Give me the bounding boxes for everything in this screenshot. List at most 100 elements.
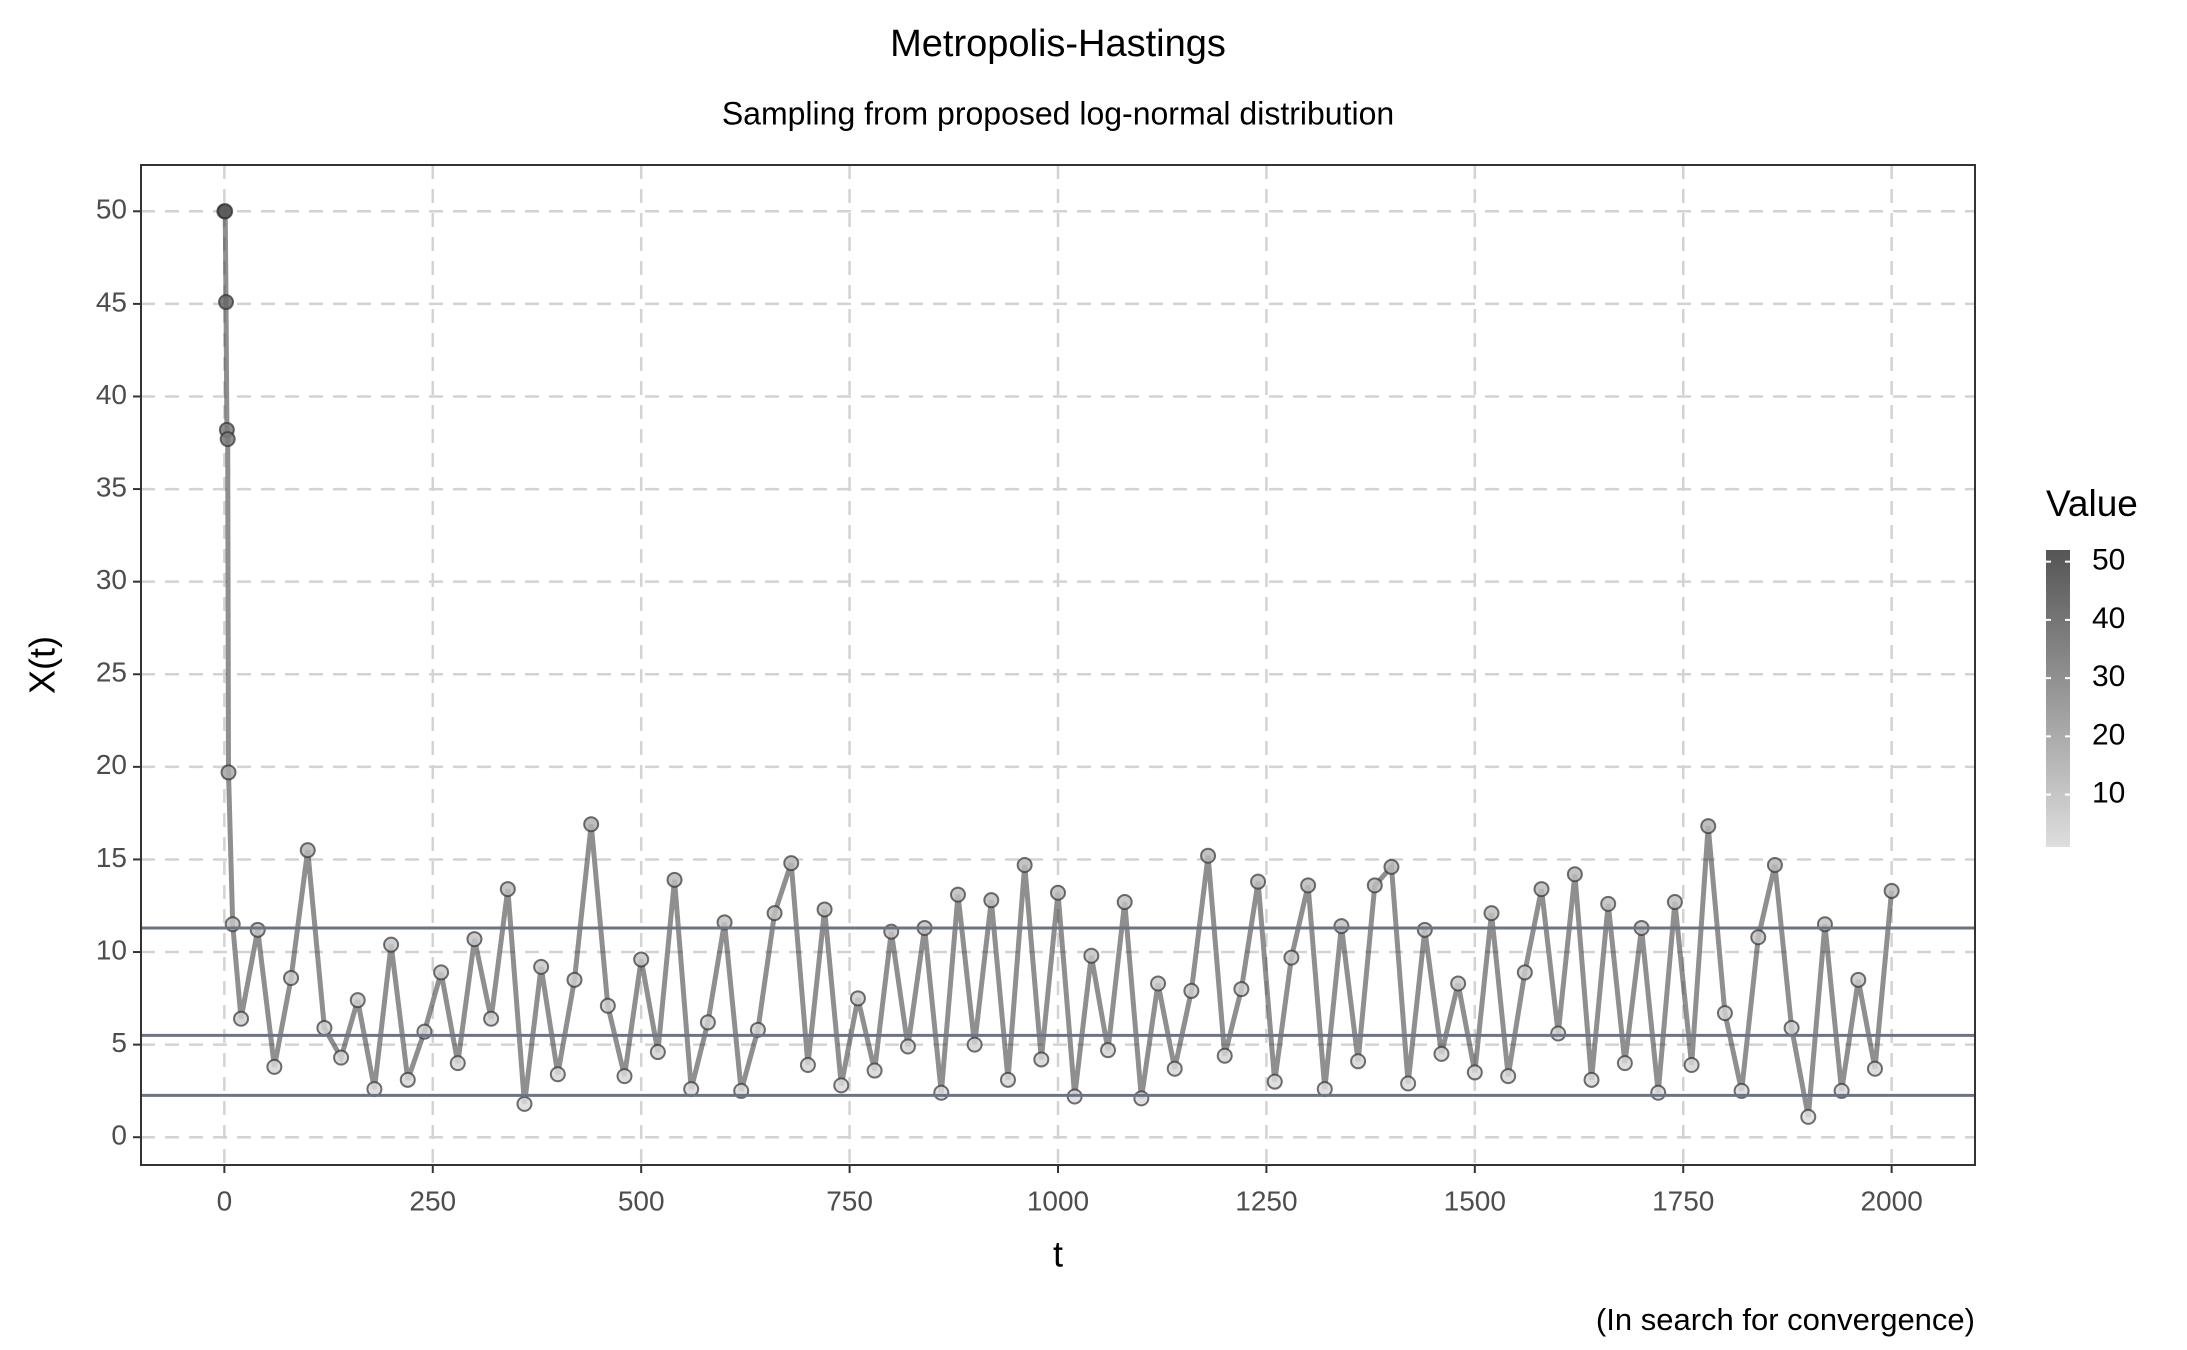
sample-point (399, 1071, 416, 1088)
y-tick-label: 20 (96, 749, 127, 780)
sample-point (1400, 1075, 1417, 1092)
sample-point (1533, 881, 1550, 898)
sample-point (1350, 1053, 1367, 1070)
sample-point (1033, 1051, 1050, 1068)
sample-point (783, 855, 800, 872)
sample-point (299, 842, 316, 859)
sample-point (466, 931, 483, 948)
sample-point (1200, 847, 1217, 864)
sample-point (516, 1095, 533, 1112)
sample-point (1616, 1055, 1633, 1072)
sample-point (1483, 905, 1500, 922)
sample-point (1750, 929, 1767, 946)
x-tick-label: 1500 (1444, 1185, 1506, 1216)
sample-point (1800, 1108, 1817, 1125)
sample-point (866, 1062, 883, 1079)
sample-point (1683, 1057, 1700, 1073)
sample-point (1666, 894, 1683, 911)
sample-point (1183, 982, 1200, 999)
sample-point (266, 1058, 283, 1075)
sample-point (219, 431, 236, 448)
sample-point (433, 964, 450, 981)
sample-point (549, 1066, 566, 1083)
legend-tick-label: 40 (2092, 602, 2125, 635)
sample-point (1050, 884, 1066, 901)
y-tick-label: 25 (96, 657, 127, 688)
sample-point (1233, 981, 1250, 998)
plot-border (140, 164, 1976, 1166)
sample-point (1133, 1090, 1150, 1107)
sample-point (1566, 866, 1583, 883)
sample-point (1283, 949, 1300, 966)
sample-point (1216, 1047, 1233, 1064)
sample-point (499, 881, 516, 898)
sample-point (483, 1010, 500, 1027)
sample-point (999, 1071, 1016, 1088)
sample-point (616, 1068, 633, 1085)
sample-point (799, 1057, 816, 1073)
y-tick-label: 15 (96, 842, 127, 873)
sample-point (449, 1055, 466, 1072)
legend-tick-label: 30 (2092, 660, 2125, 693)
sample-point (1866, 1060, 1883, 1077)
y-tick-label: 35 (96, 471, 127, 502)
sample-point (220, 764, 237, 781)
legend-tick-label: 10 (2092, 777, 2125, 810)
x-tick-label: 2000 (1860, 1185, 1922, 1216)
sample-point (633, 951, 650, 968)
y-tick-label: 10 (96, 934, 127, 965)
sample-point (533, 958, 550, 975)
legend-title: Value (2046, 483, 2138, 524)
sample-point (1516, 964, 1533, 981)
sample-point (1300, 877, 1317, 894)
sample-point (333, 1049, 350, 1066)
y-tick-label: 30 (96, 564, 127, 595)
sample-point (933, 1084, 950, 1101)
sample-point (1450, 975, 1467, 992)
sample-point (1416, 921, 1433, 938)
x-tick-label: 250 (409, 1185, 456, 1216)
chart-title: Metropolis-Hastings (890, 23, 1226, 65)
sample-point (899, 1038, 916, 1055)
color-bar (2046, 550, 2070, 847)
sample-point (966, 1036, 983, 1053)
sample-point (599, 997, 616, 1014)
sample-point (849, 990, 866, 1007)
legend-tick-label: 50 (2092, 544, 2125, 577)
sample-point (233, 1010, 250, 1027)
sample-point (1850, 971, 1867, 988)
sample-point (1650, 1084, 1667, 1101)
legend-tick-label: 20 (2092, 718, 2125, 751)
sample-point (1016, 857, 1033, 873)
y-tick-label: 5 (111, 1027, 127, 1058)
sample-point (1766, 857, 1783, 873)
sample-point (1500, 1068, 1517, 1085)
x-tick-label: 500 (618, 1185, 665, 1216)
sample-point (666, 871, 683, 888)
sample-point (1700, 818, 1717, 835)
sample-point (316, 1019, 333, 1036)
sample-point (1550, 1025, 1567, 1042)
sample-point (649, 1044, 666, 1061)
sample-point (249, 921, 266, 938)
sample-point (1883, 882, 1900, 899)
y-axis-title: X(t) (22, 636, 63, 694)
y-tick-label: 45 (96, 286, 127, 317)
sample-point (1116, 894, 1133, 911)
x-axis-title: t (1053, 1234, 1063, 1275)
sample-point (218, 294, 235, 311)
x-tick-label: 1000 (1027, 1185, 1089, 1216)
sample-point (1466, 1064, 1483, 1081)
sample-point (566, 971, 583, 988)
x-tick-label: 0 (217, 1185, 233, 1216)
sample-point (833, 1077, 850, 1094)
sample-point (1716, 1005, 1733, 1022)
sample-point (1166, 1060, 1183, 1077)
caption: (In search for convergence) (1596, 1302, 1975, 1337)
sample-point (383, 936, 400, 953)
sample-point (1366, 877, 1383, 894)
sample-point (1100, 1042, 1117, 1059)
sample-point (949, 886, 966, 903)
sample-point (1600, 895, 1617, 912)
sample-point (1150, 975, 1167, 992)
